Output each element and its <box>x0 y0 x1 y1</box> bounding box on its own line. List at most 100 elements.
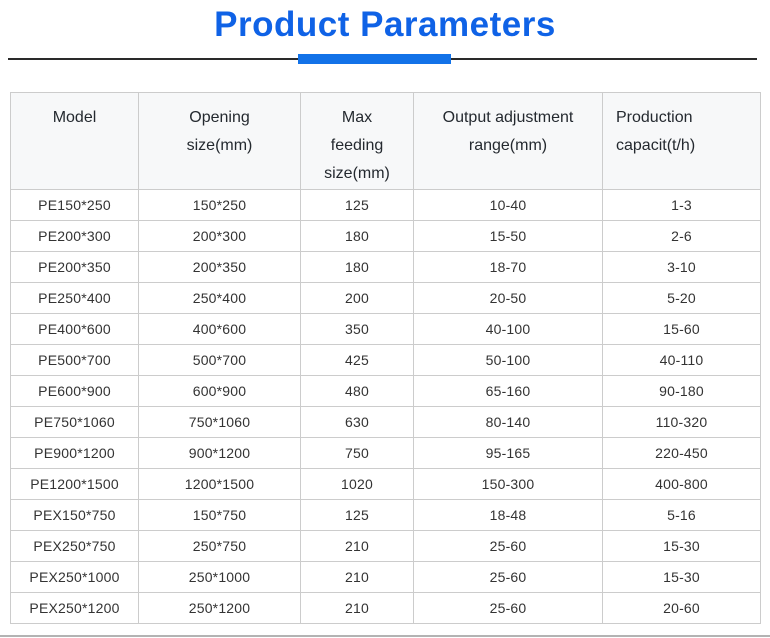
table-cell: 400-800 <box>602 468 761 500</box>
table-cell: 20-50 <box>413 282 603 314</box>
table-cell: 18-48 <box>413 499 603 531</box>
table-cell: 5-20 <box>602 282 761 314</box>
column-header-line: size(mm) <box>324 165 390 182</box>
table-cell: PEX250*1000 <box>10 561 139 593</box>
table-cell: PE900*1200 <box>10 437 139 469</box>
column-header: Model <box>10 92 139 190</box>
table-cell: 25-60 <box>413 530 603 562</box>
column-header-line: Opening <box>189 109 250 126</box>
column-header-line: Production <box>616 109 693 126</box>
table-cell: PEX250*750 <box>10 530 139 562</box>
title-divider-line <box>8 54 757 64</box>
table-cell: 250*1000 <box>138 561 301 593</box>
table-row: PE750*1060 750*1060 630 80-140 110-320 <box>10 406 761 438</box>
table-cell: 900*1200 <box>138 437 301 469</box>
table-cell: 1-3 <box>602 189 761 221</box>
table-row: PE400*600 400*600 350 40-100 15-60 <box>10 313 761 345</box>
table-cell: 10-40 <box>413 189 603 221</box>
table-cell: 150-300 <box>413 468 603 500</box>
table-cell: 600*900 <box>138 375 301 407</box>
table-cell: 80-140 <box>413 406 603 438</box>
table-cell: 3-10 <box>602 251 761 283</box>
table-cell: 5-16 <box>602 499 761 531</box>
table-cell: 480 <box>300 375 414 407</box>
table-row: PE200*300 200*300 180 15-50 2-6 <box>10 220 761 252</box>
table-cell: 25-60 <box>413 561 603 593</box>
table-cell: 350 <box>300 313 414 345</box>
table-cell: 210 <box>300 530 414 562</box>
table-cell: PE600*900 <box>10 375 139 407</box>
table-cell: 95-165 <box>413 437 603 469</box>
table-cell: PEX150*750 <box>10 499 139 531</box>
table-cell: PE400*600 <box>10 313 139 345</box>
table-row: PE200*350 200*350 180 18-70 3-10 <box>10 251 761 283</box>
table-row: PEX250*1200 250*1200 210 25-60 20-60 <box>10 592 761 624</box>
table-cell: 200*350 <box>138 251 301 283</box>
table-cell: 425 <box>300 344 414 376</box>
table-row: PE250*400 250*400 200 20-50 5-20 <box>10 282 761 314</box>
table-cell: 200 <box>300 282 414 314</box>
table-cell: 150*250 <box>138 189 301 221</box>
table-header: Model Opening size(mm) Max feeding size(mm) Ou… <box>10 92 761 190</box>
table-cell: 750*1060 <box>138 406 301 438</box>
table-cell: 15-60 <box>602 313 761 345</box>
table-body: PE150*250 150*250 125 10-40 1-3 PE200*300 200*… <box>10 189 761 624</box>
column-header: Opening size(mm) <box>138 92 301 190</box>
table-cell: 750 <box>300 437 414 469</box>
table-cell: 180 <box>300 251 414 283</box>
table-cell: 180 <box>300 220 414 252</box>
table-cell: PE500*700 <box>10 344 139 376</box>
table-cell: 15-30 <box>602 561 761 593</box>
table-cell: 250*1200 <box>138 592 301 624</box>
table-cell: PE1200*1500 <box>10 468 139 500</box>
table-cell: 500*700 <box>138 344 301 376</box>
column-header-line: Max <box>341 109 373 126</box>
table-cell: 25-60 <box>413 592 603 624</box>
column-header-line: range(mm) <box>468 137 548 154</box>
column-header: Output adjustment range(mm) <box>413 92 603 190</box>
table-row: PEX250*750 250*750 210 25-60 15-30 <box>10 530 761 562</box>
table-row: PE500*700 500*700 425 50-100 40-110 <box>10 344 761 376</box>
column-header-line: Output adjustment <box>442 109 574 126</box>
column-header-line: feeding <box>330 137 384 154</box>
table-row: PEX250*1000 250*1000 210 25-60 15-30 <box>10 561 761 593</box>
table-row: PE600*900 600*900 480 65-160 90-180 <box>10 375 761 407</box>
table-cell: 40-100 <box>413 313 603 345</box>
table-cell: 220-450 <box>602 437 761 469</box>
table-header-row: Model Opening size(mm) Max feeding size(mm) Ou… <box>10 92 761 190</box>
table-cell: 110-320 <box>602 406 761 438</box>
table-cell: 150*750 <box>138 499 301 531</box>
column-header: Production capacit(t/h) <box>602 92 761 190</box>
table-cell: 210 <box>300 592 414 624</box>
table-cell: 90-180 <box>602 375 761 407</box>
table-cell: 210 <box>300 561 414 593</box>
product-parameters-table: Model Opening size(mm) Max feeding size(mm) Ou… <box>10 92 761 624</box>
table-row: PE150*250 150*250 125 10-40 1-3 <box>10 189 761 221</box>
column-header-line: capacit(t/h) <box>616 137 696 154</box>
table-row: PE1200*1500 1200*1500 1020 150-300 400-800 <box>10 468 761 500</box>
table-cell: PE150*250 <box>10 189 139 221</box>
column-header-line: size(mm) <box>186 137 253 154</box>
table-cell: 200*300 <box>138 220 301 252</box>
table-cell: 250*400 <box>138 282 301 314</box>
table-cell: 1200*1500 <box>138 468 301 500</box>
table-cell: 50-100 <box>413 344 603 376</box>
table-cell: 65-160 <box>413 375 603 407</box>
table-cell: 125 <box>300 189 414 221</box>
table-cell: 15-30 <box>602 530 761 562</box>
table-cell: 125 <box>300 499 414 531</box>
table-cell: 20-60 <box>602 592 761 624</box>
table-cell: PE750*1060 <box>10 406 139 438</box>
table-cell: PE200*300 <box>10 220 139 252</box>
table-cell: PE200*350 <box>10 251 139 283</box>
table-cell: 630 <box>300 406 414 438</box>
table-cell: PEX250*1200 <box>10 592 139 624</box>
column-header-line: Model <box>52 109 97 126</box>
table-cell: 18-70 <box>413 251 603 283</box>
page-title: Product Parameters <box>214 5 556 44</box>
table-cell: 15-50 <box>413 220 603 252</box>
table-row: PE900*1200 900*1200 750 95-165 220-450 <box>10 437 761 469</box>
table-cell: 40-110 <box>602 344 761 376</box>
table-cell: PE250*400 <box>10 282 139 314</box>
